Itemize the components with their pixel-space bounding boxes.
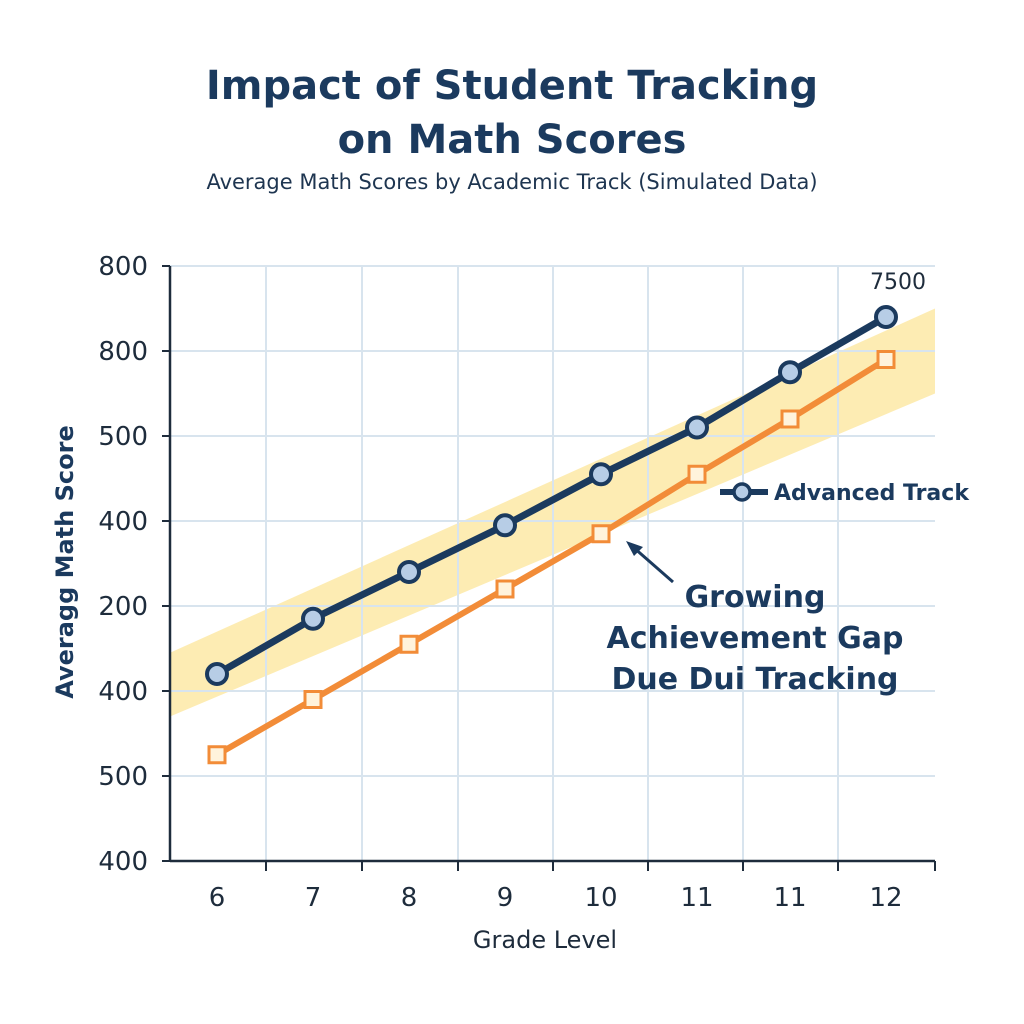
x-tick-label: 11 bbox=[680, 883, 713, 913]
peak-value-label: 7500 bbox=[870, 270, 926, 295]
y-tick-label: 800 bbox=[98, 252, 148, 282]
x-tick-label: 12 bbox=[869, 883, 902, 913]
y-axis-title: Averagg Math Score bbox=[51, 425, 79, 699]
data-point-other-track bbox=[399, 634, 419, 654]
y-tick-label: 200 bbox=[98, 592, 148, 622]
y-tick-label: 400 bbox=[98, 677, 148, 707]
legend-label-advanced: Advanced Track bbox=[774, 481, 970, 506]
data-point-advanced-track bbox=[397, 560, 421, 584]
data-point-other-track bbox=[303, 690, 323, 709]
data-point-advanced-track bbox=[685, 415, 709, 440]
x-axis-title: Grade Level bbox=[473, 926, 617, 954]
data-point-other-track bbox=[495, 579, 515, 599]
data-point-advanced-track bbox=[874, 305, 898, 329]
x-tick-label: 11 bbox=[773, 883, 806, 913]
chart-title-line-2: on Math Scores bbox=[337, 117, 687, 163]
y-tick-label: 800 bbox=[98, 337, 148, 367]
data-point-advanced-track bbox=[778, 360, 802, 385]
data-point-advanced-track bbox=[589, 462, 613, 487]
chart-subtitle: Average Math Scores by Academic Track (S… bbox=[206, 170, 818, 194]
gap-annotation-line-3: Due Dui Tracking bbox=[611, 662, 898, 697]
data-point-other-track bbox=[876, 350, 896, 369]
data-point-advanced-track bbox=[301, 606, 325, 631]
annotation-arrow-head bbox=[626, 541, 643, 556]
x-tick-label: 7 bbox=[305, 883, 322, 913]
x-tick-label: 9 bbox=[497, 883, 514, 913]
data-point-other-track bbox=[591, 524, 611, 544]
x-tick-label: 6 bbox=[209, 883, 226, 913]
x-tick-label: 8 bbox=[401, 883, 418, 913]
legend-marker-advanced bbox=[732, 482, 752, 502]
data-point-other-track bbox=[687, 464, 707, 484]
series-line-other-track bbox=[215, 356, 888, 758]
y-tick-label: 500 bbox=[98, 422, 148, 452]
data-point-advanced-track bbox=[493, 513, 517, 538]
data-point-advanced-track bbox=[205, 662, 229, 686]
data-point-other-track bbox=[207, 745, 227, 765]
data-point-other-track bbox=[780, 409, 800, 429]
annotation-arrow-line bbox=[632, 545, 674, 584]
series-line-advanced-track bbox=[215, 313, 888, 678]
y-tick-label: 400 bbox=[98, 507, 148, 537]
gap-annotation-line-2: Achievement Gap bbox=[607, 621, 904, 656]
chart-title-line-1: Impact of Student Tracking bbox=[205, 63, 819, 109]
x-tick-label: 10 bbox=[584, 883, 617, 913]
y-tick-label: 500 bbox=[98, 762, 148, 792]
y-tick-label: 400 bbox=[98, 847, 148, 877]
gap-annotation-line-1: Growing bbox=[685, 580, 826, 615]
